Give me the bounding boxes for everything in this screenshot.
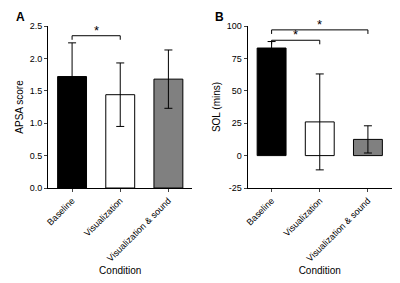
svg-text:SOL (mins): SOL (mins) bbox=[211, 82, 222, 132]
svg-text:APSA score: APSA score bbox=[14, 80, 25, 134]
svg-text:*: * bbox=[317, 17, 322, 32]
svg-text:Visualization: Visualization bbox=[282, 196, 325, 239]
svg-text:-25: -25 bbox=[229, 183, 242, 193]
svg-text:A: A bbox=[16, 10, 25, 24]
svg-text:1.0: 1.0 bbox=[30, 118, 43, 128]
svg-text:Baseline: Baseline bbox=[245, 196, 276, 227]
svg-text:1.5: 1.5 bbox=[30, 86, 43, 96]
svg-text:0: 0 bbox=[237, 151, 242, 161]
svg-text:*: * bbox=[293, 27, 298, 42]
svg-text:100: 100 bbox=[227, 21, 242, 31]
svg-text:Condition: Condition bbox=[99, 265, 141, 276]
svg-text:2.0: 2.0 bbox=[30, 54, 43, 64]
svg-text:50: 50 bbox=[232, 86, 242, 96]
svg-text:0.5: 0.5 bbox=[30, 151, 43, 161]
svg-text:*: * bbox=[94, 23, 99, 38]
svg-text:0.0: 0.0 bbox=[30, 183, 43, 193]
svg-text:Condition: Condition bbox=[299, 265, 341, 276]
svg-text:25: 25 bbox=[232, 118, 242, 128]
svg-text:B: B bbox=[215, 10, 224, 24]
svg-text:75: 75 bbox=[232, 54, 242, 64]
svg-text:Baseline: Baseline bbox=[45, 196, 76, 227]
svg-text:Visualization & sound: Visualization & sound bbox=[105, 196, 173, 264]
svg-text:Visualization: Visualization bbox=[82, 196, 125, 239]
svg-text:2.5: 2.5 bbox=[30, 21, 43, 31]
svg-text:Visualization & sound: Visualization & sound bbox=[305, 196, 373, 264]
